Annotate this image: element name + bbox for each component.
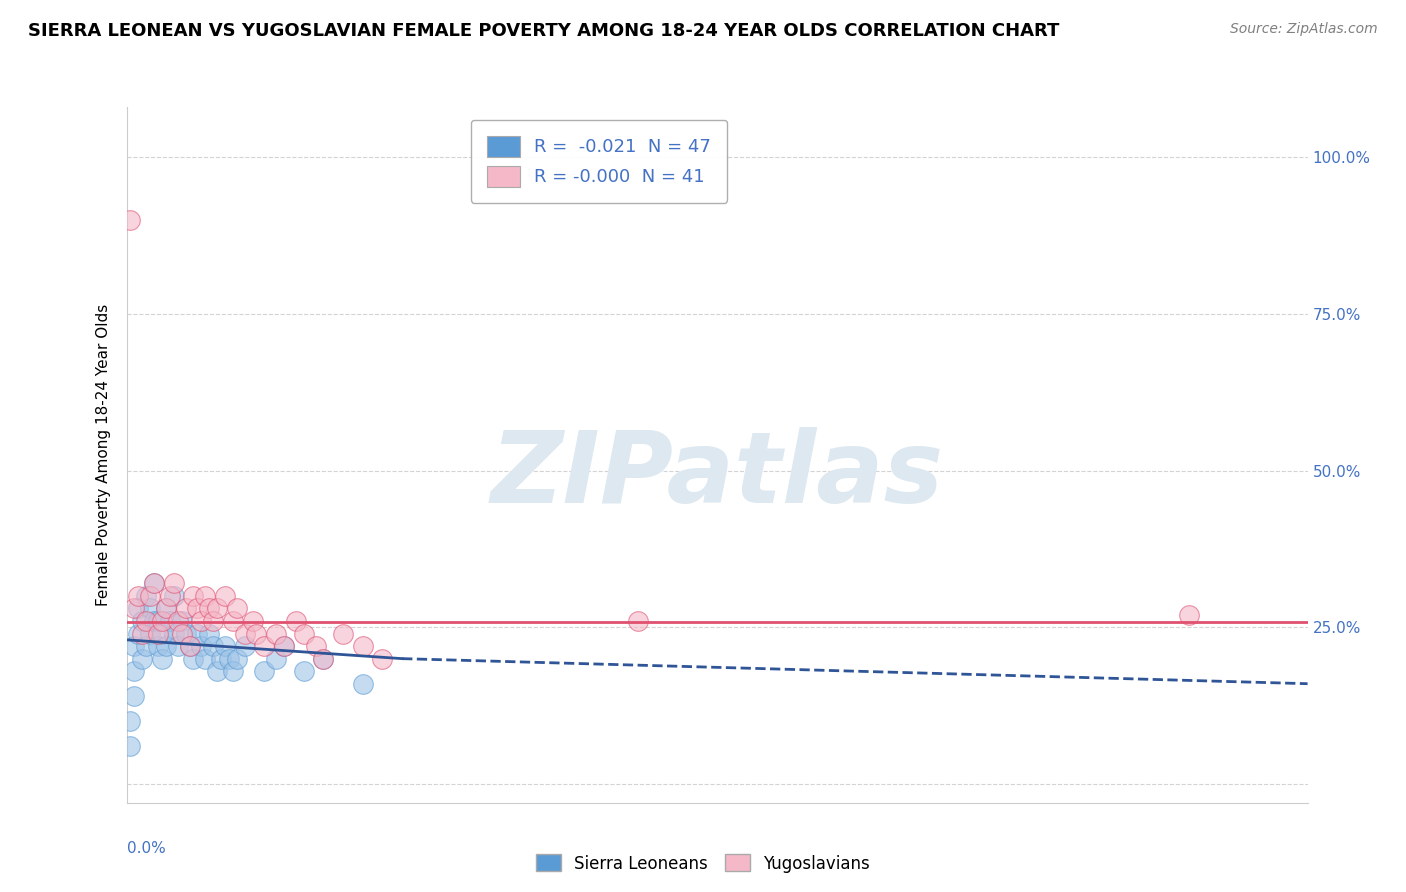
Point <box>127 626 149 640</box>
Point <box>150 651 173 665</box>
Point <box>159 614 181 628</box>
Point <box>225 651 247 665</box>
Point <box>214 589 236 603</box>
Text: 0.0%: 0.0% <box>127 841 166 856</box>
Point <box>135 614 157 628</box>
Point <box>218 651 240 665</box>
Point <box>264 626 287 640</box>
Y-axis label: Female Poverty Among 18-24 Year Olds: Female Poverty Among 18-24 Year Olds <box>96 304 111 606</box>
Point <box>332 626 354 640</box>
Point <box>135 589 157 603</box>
Point <box>190 614 212 628</box>
Point <box>225 601 247 615</box>
Text: ZIPatlas: ZIPatlas <box>491 427 943 524</box>
Point <box>159 589 181 603</box>
Point <box>198 601 221 615</box>
Point <box>205 664 228 678</box>
Point <box>120 714 142 729</box>
Point <box>222 664 245 678</box>
Point <box>186 601 208 615</box>
Point <box>120 212 142 227</box>
Point <box>209 651 232 665</box>
Point <box>264 651 287 665</box>
Point <box>163 576 186 591</box>
Point <box>120 739 142 754</box>
Point <box>352 639 374 653</box>
Point <box>174 601 197 615</box>
Point <box>202 614 225 628</box>
Point <box>194 589 217 603</box>
Point <box>163 589 186 603</box>
Point <box>304 639 326 653</box>
Point <box>163 626 186 640</box>
Point <box>166 639 188 653</box>
Point <box>1178 607 1201 622</box>
Point <box>198 626 221 640</box>
Point <box>242 614 264 628</box>
Point <box>135 639 157 653</box>
Point <box>233 639 256 653</box>
Point <box>352 676 374 690</box>
Point <box>170 614 193 628</box>
Point <box>194 651 217 665</box>
Point <box>253 639 276 653</box>
Point <box>273 639 295 653</box>
Point <box>139 589 162 603</box>
Point <box>124 639 146 653</box>
Point <box>139 601 162 615</box>
Point <box>139 626 162 640</box>
Point <box>124 601 146 615</box>
Point <box>146 614 169 628</box>
Point <box>202 639 225 653</box>
Point <box>170 626 193 640</box>
Point <box>312 651 335 665</box>
Point <box>190 639 212 653</box>
Point <box>146 639 169 653</box>
Point <box>131 626 153 640</box>
Point <box>174 626 197 640</box>
Point <box>186 626 208 640</box>
Point <box>222 614 245 628</box>
Point <box>150 626 173 640</box>
Point <box>627 614 650 628</box>
Point <box>127 601 149 615</box>
Point <box>312 651 335 665</box>
Point <box>166 614 188 628</box>
Text: Source: ZipAtlas.com: Source: ZipAtlas.com <box>1230 22 1378 37</box>
Point <box>245 626 267 640</box>
Point <box>124 690 146 704</box>
Point <box>155 639 177 653</box>
Point <box>143 576 166 591</box>
Point <box>124 664 146 678</box>
Point <box>183 589 205 603</box>
Point <box>131 651 153 665</box>
Point <box>150 614 173 628</box>
Point <box>371 651 394 665</box>
Point <box>233 626 256 640</box>
Point <box>179 639 201 653</box>
Point <box>183 651 205 665</box>
Point <box>214 639 236 653</box>
Point <box>284 614 307 628</box>
Text: SIERRA LEONEAN VS YUGOSLAVIAN FEMALE POVERTY AMONG 18-24 YEAR OLDS CORRELATION C: SIERRA LEONEAN VS YUGOSLAVIAN FEMALE POV… <box>28 22 1060 40</box>
Point <box>146 626 169 640</box>
Point <box>127 589 149 603</box>
Point <box>155 601 177 615</box>
Point <box>292 626 315 640</box>
Point <box>205 601 228 615</box>
Point <box>179 639 201 653</box>
Point <box>155 601 177 615</box>
Point <box>131 614 153 628</box>
Legend: R =  -0.021  N = 47, R = -0.000  N = 41: R = -0.021 N = 47, R = -0.000 N = 41 <box>471 120 727 202</box>
Point <box>273 639 295 653</box>
Point <box>143 614 166 628</box>
Legend: Sierra Leoneans, Yugoslavians: Sierra Leoneans, Yugoslavians <box>530 847 876 880</box>
Point <box>143 576 166 591</box>
Point <box>292 664 315 678</box>
Point <box>253 664 276 678</box>
